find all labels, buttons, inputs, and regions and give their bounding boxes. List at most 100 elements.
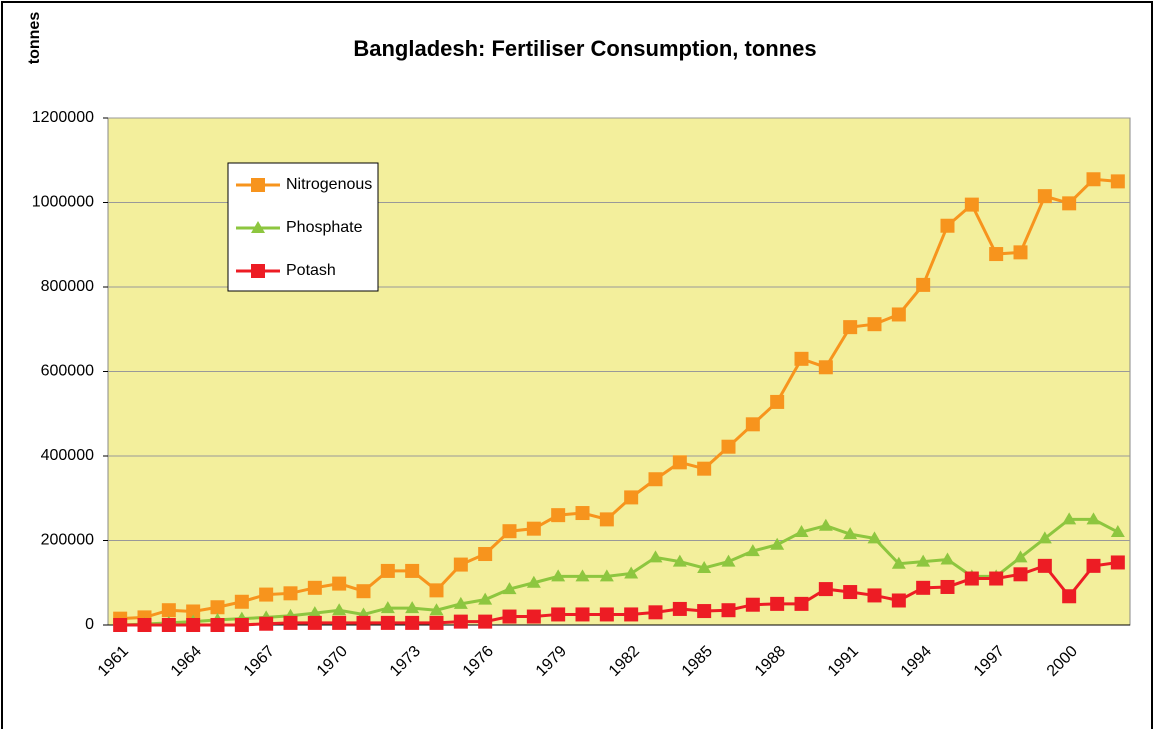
point: [745, 544, 760, 557]
point: [332, 615, 347, 630]
point: [1037, 531, 1052, 544]
point: [380, 601, 395, 614]
point: [624, 607, 639, 622]
point: [210, 600, 225, 615]
point: [113, 618, 128, 632]
point: [770, 537, 785, 550]
point: [161, 603, 176, 618]
point: [1037, 558, 1052, 573]
point: [234, 594, 249, 609]
y-tick-label: 1200000: [32, 109, 94, 126]
point: [697, 461, 712, 476]
point: [1013, 567, 1028, 582]
point: [599, 512, 614, 527]
point: [161, 618, 176, 632]
point: [307, 615, 322, 630]
point: [770, 596, 785, 611]
point: [794, 351, 809, 366]
point: [405, 615, 420, 630]
point: [599, 607, 614, 622]
point: [891, 307, 906, 322]
point: [551, 569, 566, 582]
chart-title: Bangladesh: Fertiliser Consumption, tonn…: [353, 36, 816, 61]
point: [186, 618, 201, 632]
point: [648, 550, 663, 563]
point: [526, 575, 541, 588]
point: [624, 490, 639, 505]
point: [1062, 196, 1077, 211]
point: [843, 527, 858, 540]
legend-marker: [251, 178, 265, 192]
point: [307, 606, 322, 619]
point: [989, 247, 1004, 262]
point: [380, 563, 395, 578]
point: [429, 583, 444, 598]
point: [867, 317, 882, 332]
point: [259, 587, 274, 602]
point: [1013, 550, 1028, 563]
point: [453, 614, 468, 629]
point: [429, 615, 444, 630]
point: [721, 603, 736, 618]
point: [502, 582, 517, 595]
point: [283, 586, 298, 601]
point: [356, 615, 371, 630]
point: [551, 607, 566, 622]
point: [818, 360, 833, 375]
point: [1110, 525, 1125, 538]
point: [186, 604, 201, 619]
point: [891, 593, 906, 608]
point: [575, 607, 590, 622]
legend-label: Potash: [286, 262, 336, 279]
point: [1062, 512, 1077, 525]
legend-marker: [251, 221, 265, 233]
point: [405, 601, 420, 614]
point: [843, 585, 858, 600]
legend-marker: [251, 264, 265, 278]
point: [989, 571, 1004, 586]
point: [964, 571, 979, 586]
point: [478, 547, 493, 562]
point: [745, 417, 760, 432]
point: [502, 524, 517, 539]
point: [478, 614, 493, 629]
point: [405, 563, 420, 578]
point: [551, 508, 566, 523]
point: [332, 603, 347, 616]
point: [867, 588, 882, 603]
point: [575, 569, 590, 582]
point: [624, 566, 639, 579]
point: [526, 609, 541, 624]
point: [648, 605, 663, 620]
point: [332, 576, 347, 591]
point: [453, 557, 468, 572]
point: [916, 277, 931, 292]
point: [599, 569, 614, 582]
point: [1086, 558, 1101, 573]
point: [916, 554, 931, 567]
point: [818, 518, 833, 531]
point: [745, 597, 760, 612]
point: [1110, 174, 1125, 189]
point: [770, 394, 785, 409]
point: [137, 618, 152, 632]
y-axis-label: tonnes: [26, 12, 43, 65]
point: [843, 320, 858, 335]
point: [721, 439, 736, 454]
y-tick-label: 1000000: [32, 194, 94, 211]
y-tick-label: 200000: [41, 532, 94, 549]
y-tick-label: 0: [85, 616, 94, 633]
legend-label: Phosphate: [286, 219, 363, 236]
point: [1013, 245, 1028, 260]
point: [1086, 512, 1101, 525]
point: [672, 601, 687, 616]
point: [453, 596, 468, 609]
point: [502, 609, 517, 624]
point: [356, 584, 371, 599]
point: [794, 525, 809, 538]
point: [234, 618, 249, 632]
y-tick-label: 800000: [41, 278, 94, 295]
point: [478, 592, 493, 605]
point: [575, 506, 590, 521]
